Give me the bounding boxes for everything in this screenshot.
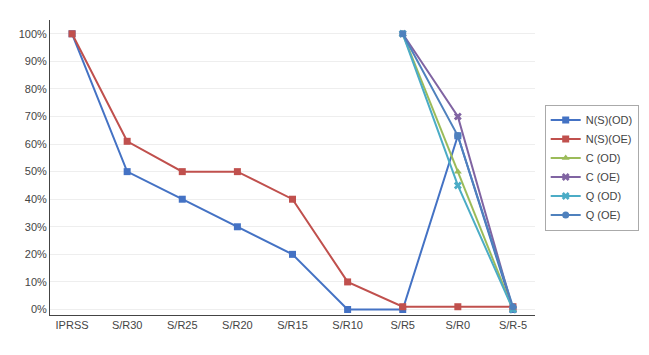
svg-text:N(S)(OD): N(S)(OD)	[586, 114, 632, 126]
svg-text:S/R5: S/R5	[390, 319, 414, 331]
svg-text:C (OD): C (OD)	[586, 152, 621, 164]
svg-text:100%: 100%	[19, 28, 47, 40]
svg-text:50%: 50%	[25, 165, 47, 177]
svg-text:S/R15: S/R15	[277, 319, 308, 331]
svg-text:0%: 0%	[31, 303, 47, 315]
svg-text:70%: 70%	[25, 110, 47, 122]
svg-text:S/R20: S/R20	[222, 319, 253, 331]
svg-text:90%: 90%	[25, 55, 47, 67]
svg-text:60%: 60%	[25, 138, 47, 150]
svg-text:30%: 30%	[25, 221, 47, 233]
svg-text:20%: 20%	[25, 248, 47, 260]
svg-text:S/R10: S/R10	[332, 319, 363, 331]
svg-text:Q (OE): Q (OE)	[586, 209, 621, 221]
svg-text:N(S)(OE): N(S)(OE)	[586, 133, 632, 145]
svg-text:S/R0: S/R0	[446, 319, 470, 331]
svg-text:Q (OD): Q (OD)	[586, 190, 621, 202]
svg-text:S/R-5: S/R-5	[499, 319, 527, 331]
svg-text:10%: 10%	[25, 276, 47, 288]
svg-text:S/R30: S/R30	[112, 319, 143, 331]
svg-text:IPRSS: IPRSS	[56, 319, 89, 331]
svg-text:S/R25: S/R25	[167, 319, 198, 331]
svg-text:80%: 80%	[25, 83, 47, 95]
svg-text:40%: 40%	[25, 193, 47, 205]
svg-text:C (OE): C (OE)	[586, 171, 620, 183]
